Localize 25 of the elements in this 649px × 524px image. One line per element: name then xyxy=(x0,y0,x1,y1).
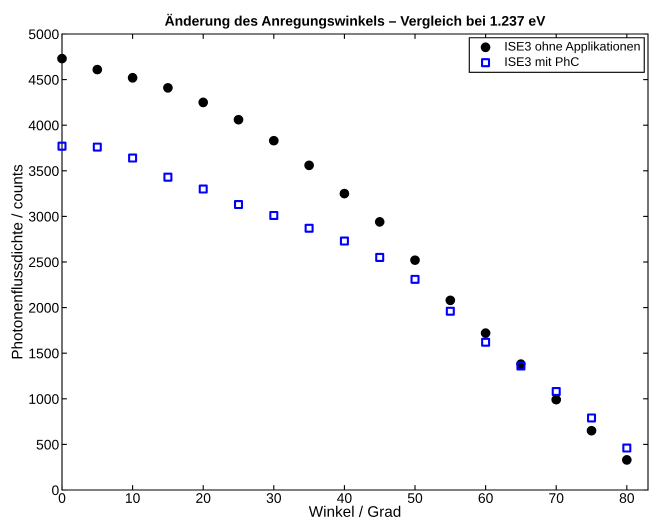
y-tick-label: 2000 xyxy=(29,302,59,313)
x-tick-label: 60 xyxy=(478,493,493,503)
x-tick-label: 40 xyxy=(337,493,352,503)
y-tick-label: 3000 xyxy=(28,212,59,222)
chart-title: Änderung des Anregungswinkels – Vergleich bei 1.237 eV xyxy=(164,14,546,29)
x-tick-label: 80 xyxy=(620,493,634,503)
x-tick-label: 10 xyxy=(126,493,140,503)
y-tick-label: 5000 xyxy=(28,29,59,40)
y-tick-label: 4500 xyxy=(28,74,59,85)
y-tick-label: 2500 xyxy=(29,257,59,268)
x-tick-label: 20 xyxy=(196,493,210,503)
x-tick-label: 50 xyxy=(408,493,422,503)
y-tick-label: 1500 xyxy=(29,348,59,358)
x-tick-label: 70 xyxy=(549,493,564,503)
legend-label: ISE3 mit PhC xyxy=(505,56,579,66)
y-tick-label: 4000 xyxy=(28,120,59,130)
y-tick-label: 3500 xyxy=(28,166,59,176)
y-tick-label: 0 xyxy=(52,485,59,496)
y-tick-label: 1000 xyxy=(29,394,59,404)
y-axis-title: Photonenflussdichte / counts xyxy=(11,164,23,358)
y-tick-label: 500 xyxy=(36,440,59,450)
legend-label: ISE3 ohne Applikationen xyxy=(505,42,640,54)
x-tick-label: 0 xyxy=(58,493,66,503)
x-axis-title: Winkel / Grad xyxy=(308,506,400,517)
x-tick-label: 30 xyxy=(266,493,281,503)
